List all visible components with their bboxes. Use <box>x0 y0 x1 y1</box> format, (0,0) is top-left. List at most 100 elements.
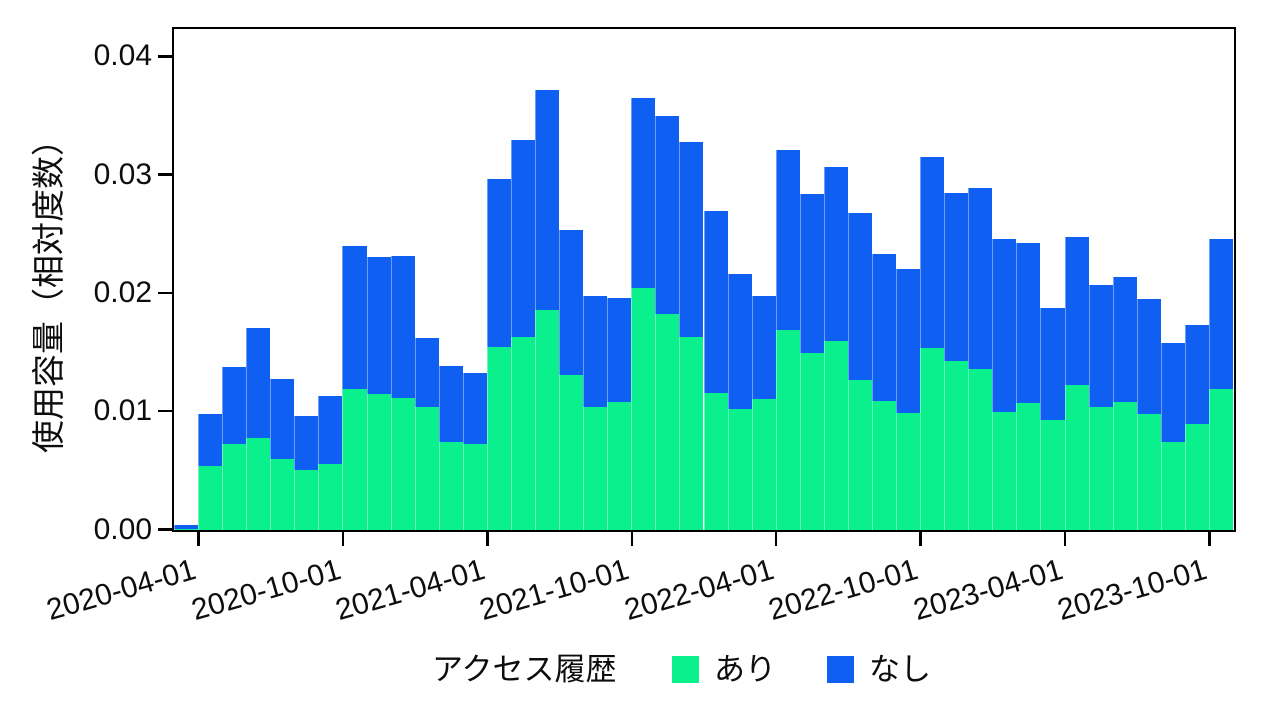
bar-segment-ari-2021-06 <box>535 309 560 530</box>
y-tick-mark <box>158 291 172 295</box>
y-tick-label: 0.00 <box>93 512 152 546</box>
bar-segment-ari-2020-06 <box>246 437 271 530</box>
y-tick-mark <box>158 55 172 58</box>
bar-segment-ari-2022-12 <box>968 369 993 530</box>
bar-segment-ari-2023-04 <box>1064 384 1089 530</box>
bar-segment-ari-2021-11 <box>655 313 680 530</box>
bar-segment-ari-2020-12 <box>390 397 415 530</box>
bars-layer <box>174 29 1234 530</box>
bar-segment-nashi-2021-06 <box>535 89 560 310</box>
bar-segment-nashi-2020-08 <box>294 416 319 470</box>
bar-segment-nashi-2023-05 <box>1088 285 1113 407</box>
legend-title: アクセス履歴 <box>432 652 617 687</box>
bar-segment-nashi-2021-11 <box>655 115 680 314</box>
bar-segment-nashi-2022-03 <box>751 295 776 399</box>
bar-segment-ari-2020-03 <box>174 528 199 530</box>
bar-segment-ari-2023-05 <box>1088 406 1113 530</box>
bar-segment-nashi-2020-05 <box>222 366 247 444</box>
bar-segment-ari-2020-05 <box>222 443 247 530</box>
y-tick-mark <box>158 409 172 413</box>
bar-segment-ari-2020-08 <box>294 469 319 530</box>
bar-segment-nashi-2021-04 <box>486 178 511 347</box>
x-tick-label: 2020-10-01 <box>187 553 345 628</box>
bar-segment-ari-2021-09 <box>607 402 632 530</box>
bar-segment-nashi-2021-02 <box>438 365 463 443</box>
bar-segment-ari-2022-06 <box>823 340 848 530</box>
bar-segment-nashi-2021-07 <box>559 229 584 376</box>
bar-segment-nashi-2022-06 <box>823 166 848 341</box>
x-tick-mark <box>774 532 778 546</box>
x-tick-label: 2021-10-01 <box>476 553 633 628</box>
x-tick-label: 2022-04-01 <box>620 553 778 628</box>
bar-segment-nashi-2021-08 <box>583 295 608 407</box>
bar-segment-ari-2022-11 <box>944 360 969 530</box>
x-tick-label: 2021-04-01 <box>331 553 489 628</box>
bar-segment-nashi-2020-06 <box>246 327 271 438</box>
bar-segment-ari-2021-02 <box>438 442 463 530</box>
bar-segment-ari-2020-11 <box>366 393 391 530</box>
bar-segment-nashi-2023-08 <box>1160 343 1185 443</box>
bar-segment-nashi-2021-03 <box>462 372 487 444</box>
bar-segment-nashi-2020-07 <box>270 378 295 460</box>
bar-segment-nashi-2021-09 <box>607 298 632 403</box>
bar-segment-nashi-2022-09 <box>896 268 921 413</box>
bar-segment-ari-2021-04 <box>486 346 511 530</box>
y-tick-label: 0.02 <box>93 275 152 309</box>
x-tick-label: 2022-10-01 <box>765 553 922 628</box>
bar-segment-ari-2021-03 <box>462 443 487 530</box>
bar-segment-nashi-2020-03 <box>174 525 199 529</box>
bar-segment-ari-2021-01 <box>414 406 439 530</box>
bar-segment-ari-2023-08 <box>1160 442 1185 530</box>
bar-segment-nashi-2023-01 <box>992 239 1017 412</box>
bar-segment-ari-2020-04 <box>198 466 223 530</box>
x-tick-mark <box>197 532 200 546</box>
bar-segment-ari-2022-09 <box>896 412 921 530</box>
bar-segment-nashi-2021-10 <box>631 98 656 288</box>
legend-swatch-ari <box>672 656 699 683</box>
bar-segment-nashi-2023-06 <box>1112 276 1137 403</box>
bar-segment-ari-2021-12 <box>679 337 704 530</box>
bar-segment-nashi-2020-10 <box>342 246 367 390</box>
bar-segment-ari-2020-07 <box>270 459 295 530</box>
y-tick-mark <box>158 528 172 531</box>
bar-segment-ari-2023-02 <box>1016 403 1041 530</box>
bar-segment-ari-2020-10 <box>342 389 367 530</box>
bar-segment-nashi-2023-02 <box>1016 242 1041 404</box>
plot-area <box>172 27 1236 532</box>
bar-segment-nashi-2022-05 <box>799 194 824 353</box>
legend: アクセス履歴 あり なし <box>0 642 1280 698</box>
bar-segment-ari-2021-07 <box>559 375 584 530</box>
x-tick-mark <box>1063 532 1067 546</box>
bar-segment-ari-2022-02 <box>727 409 752 530</box>
x-tick-label: 2023-04-01 <box>909 553 1067 628</box>
bar-segment-ari-2022-05 <box>799 352 824 530</box>
bar-segment-ari-2023-06 <box>1112 402 1137 530</box>
bar-segment-ari-2023-01 <box>992 411 1017 530</box>
bar-segment-ari-2022-03 <box>751 398 776 530</box>
legend-swatch-nashi <box>827 656 854 683</box>
bar-segment-ari-2021-10 <box>631 287 656 530</box>
bar-segment-nashi-2023-10 <box>1208 239 1233 390</box>
bar-segment-nashi-2022-01 <box>703 210 728 393</box>
bar-segment-nashi-2020-04 <box>198 414 223 467</box>
bar-segment-ari-2021-05 <box>510 337 536 530</box>
bar-segment-nashi-2023-03 <box>1040 307 1065 420</box>
x-tick-mark <box>630 532 634 546</box>
y-tick-mark <box>158 173 172 176</box>
bar-segment-nashi-2022-12 <box>968 188 993 370</box>
bar-segment-ari-2022-04 <box>775 330 800 530</box>
x-tick-mark <box>919 532 922 546</box>
bar-segment-nashi-2023-09 <box>1184 325 1209 424</box>
bar-segment-nashi-2020-12 <box>390 255 415 398</box>
bar-segment-ari-2023-09 <box>1184 423 1209 530</box>
x-tick-mark <box>1208 532 1211 546</box>
bar-segment-nashi-2023-07 <box>1136 299 1161 415</box>
bar-segment-ari-2023-10 <box>1208 389 1233 530</box>
x-tick-label: 2020-04-01 <box>43 553 200 628</box>
y-tick-label: 0.01 <box>93 394 152 428</box>
bar-segment-ari-2022-07 <box>847 379 872 530</box>
bar-segment-nashi-2021-05 <box>510 139 536 338</box>
bar-segment-nashi-2021-01 <box>414 338 439 407</box>
bar-segment-nashi-2022-10 <box>920 157 945 348</box>
